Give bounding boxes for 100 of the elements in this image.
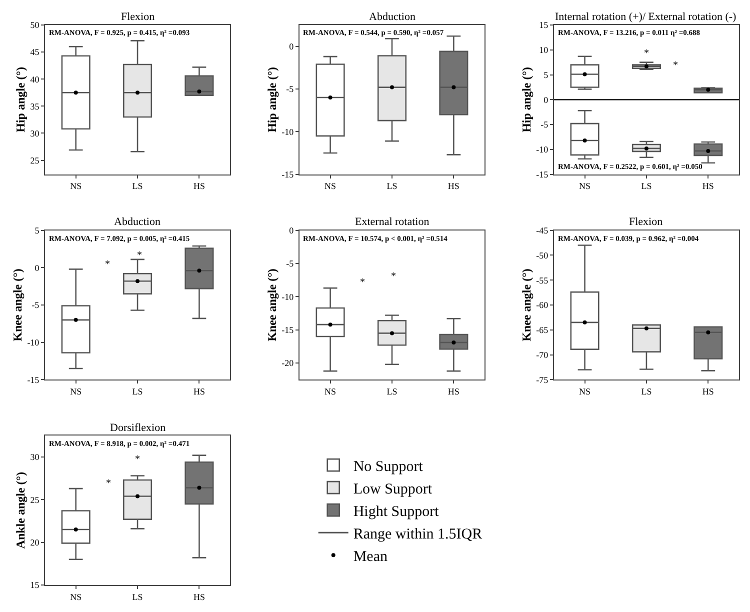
y-tick-label: -5 [286, 258, 294, 269]
y-tick-label: 30 [30, 128, 40, 138]
annotation: * [135, 454, 140, 465]
point [74, 528, 78, 532]
legend-label: Hight Support [353, 504, 440, 520]
y-tick-label: -45 [536, 225, 549, 236]
x-tick-label: HS [193, 592, 205, 602]
y-tick-label: 50 [30, 20, 40, 30]
point [390, 331, 394, 336]
y-tick-label: 25 [30, 155, 40, 166]
x-tick-label: NS [324, 386, 336, 396]
x-tick-label: HS [448, 386, 460, 396]
annotation: * [673, 60, 678, 71]
point [452, 340, 456, 344]
y-tick-label: -5 [540, 120, 549, 130]
annotation: * [391, 271, 396, 282]
point [582, 320, 587, 324]
y-tick-label: 45 [30, 47, 40, 58]
y-axis-title: Ankle angle (°) [14, 472, 28, 549]
y-axis-title: Knee angle (°) [10, 268, 24, 342]
point [136, 494, 140, 498]
legend-label: Low Support [353, 481, 433, 498]
point [197, 486, 202, 490]
y-axis-title: Hip angle (°) [14, 66, 28, 132]
y-tick-label: -5 [32, 300, 40, 310]
x-tick-label: HS [193, 181, 205, 192]
y-tick-label: -20 [282, 358, 294, 368]
point [644, 64, 648, 68]
y-tick-label: 5 [544, 70, 549, 80]
point [706, 148, 710, 153]
x-tick-label: LS [641, 386, 652, 396]
y-tick-label: 20 [30, 537, 40, 548]
y-tick-label: 15 [539, 20, 549, 30]
y-tick-label: -10 [536, 144, 549, 155]
annotation: * [106, 478, 111, 489]
y-tick-label: 0 [544, 94, 549, 105]
legend-label: No Support [353, 458, 424, 475]
y-axis-title: Hip angle (°) [264, 66, 279, 132]
y-tick-label: -70 [536, 350, 549, 360]
point [644, 146, 648, 150]
chart-title: Dorsiflexion [110, 422, 166, 434]
x-tick-label: LS [386, 386, 398, 396]
y-axis-title: Knee angle (°) [264, 268, 279, 342]
y-tick-label: -15 [536, 169, 549, 180]
y-axis-title: Hip angle (°) [519, 66, 534, 132]
chart-title: External rotation [355, 216, 430, 228]
x-tick-label: NS [579, 386, 591, 396]
x-tick-label: NS [70, 592, 82, 602]
point [644, 326, 648, 330]
y-tick-label: -5 [286, 84, 294, 94]
chart-title: Internal rotation (+)/ External rotation (-) [555, 11, 737, 23]
y-tick-label: -15 [282, 325, 294, 336]
y-tick-label: -55 [536, 275, 549, 286]
y-tick-label: 0 [34, 262, 40, 273]
y-tick-label: -75 [536, 374, 549, 385]
annotation: * [137, 250, 142, 261]
point [706, 330, 710, 334]
y-tick-label: -60 [536, 300, 549, 310]
y-tick-label: 5 [34, 225, 40, 236]
x-tick-label: LS [132, 386, 143, 396]
chart-title: Flexion [629, 216, 664, 228]
x-tick-label: HS [702, 386, 714, 396]
y-tick-label: -15 [282, 169, 294, 180]
x-tick-label: HS [702, 181, 714, 192]
y-tick-label: 0 [289, 41, 294, 52]
point [74, 318, 78, 322]
y-tick-label: 10 [539, 45, 549, 56]
y-axis-title: Knee angle (°) [519, 268, 534, 342]
y-tick-label: -10 [282, 292, 294, 302]
y-tick-label: -65 [536, 325, 549, 336]
x-tick-label: LS [641, 181, 652, 192]
point [197, 268, 202, 273]
y-tick-label: 15 [30, 580, 40, 590]
y-tick-label: 0 [289, 225, 294, 236]
x-tick-label: HS [193, 386, 205, 396]
x-tick-label: NS [579, 181, 591, 192]
y-tick-label: 25 [30, 494, 40, 505]
x-tick-label: NS [70, 386, 82, 396]
x-tick-label: LS [132, 592, 143, 602]
point [328, 322, 332, 327]
chart-title: Abduction [114, 216, 161, 228]
point [136, 279, 140, 284]
y-tick-label: 40 [30, 74, 40, 84]
point [706, 88, 710, 92]
point [582, 138, 587, 142]
y-tick-label: -10 [282, 126, 294, 137]
legend-label: Range within 1.5IQR [353, 526, 482, 542]
x-tick-label: NS [324, 181, 336, 192]
legend-label: Mean [353, 548, 388, 565]
x-tick-label: LS [386, 181, 398, 192]
annotation: * [105, 259, 110, 270]
y-tick-label: 35 [30, 101, 40, 112]
y-tick-label: 30 [30, 452, 40, 462]
annotation: * [360, 277, 365, 288]
x-tick-label: LS [132, 181, 143, 192]
chart-title: Abduction [369, 11, 416, 23]
point [582, 72, 587, 76]
chart-title: Flexion [121, 11, 156, 23]
annotation: * [644, 48, 649, 59]
y-tick-label: -50 [536, 250, 549, 260]
